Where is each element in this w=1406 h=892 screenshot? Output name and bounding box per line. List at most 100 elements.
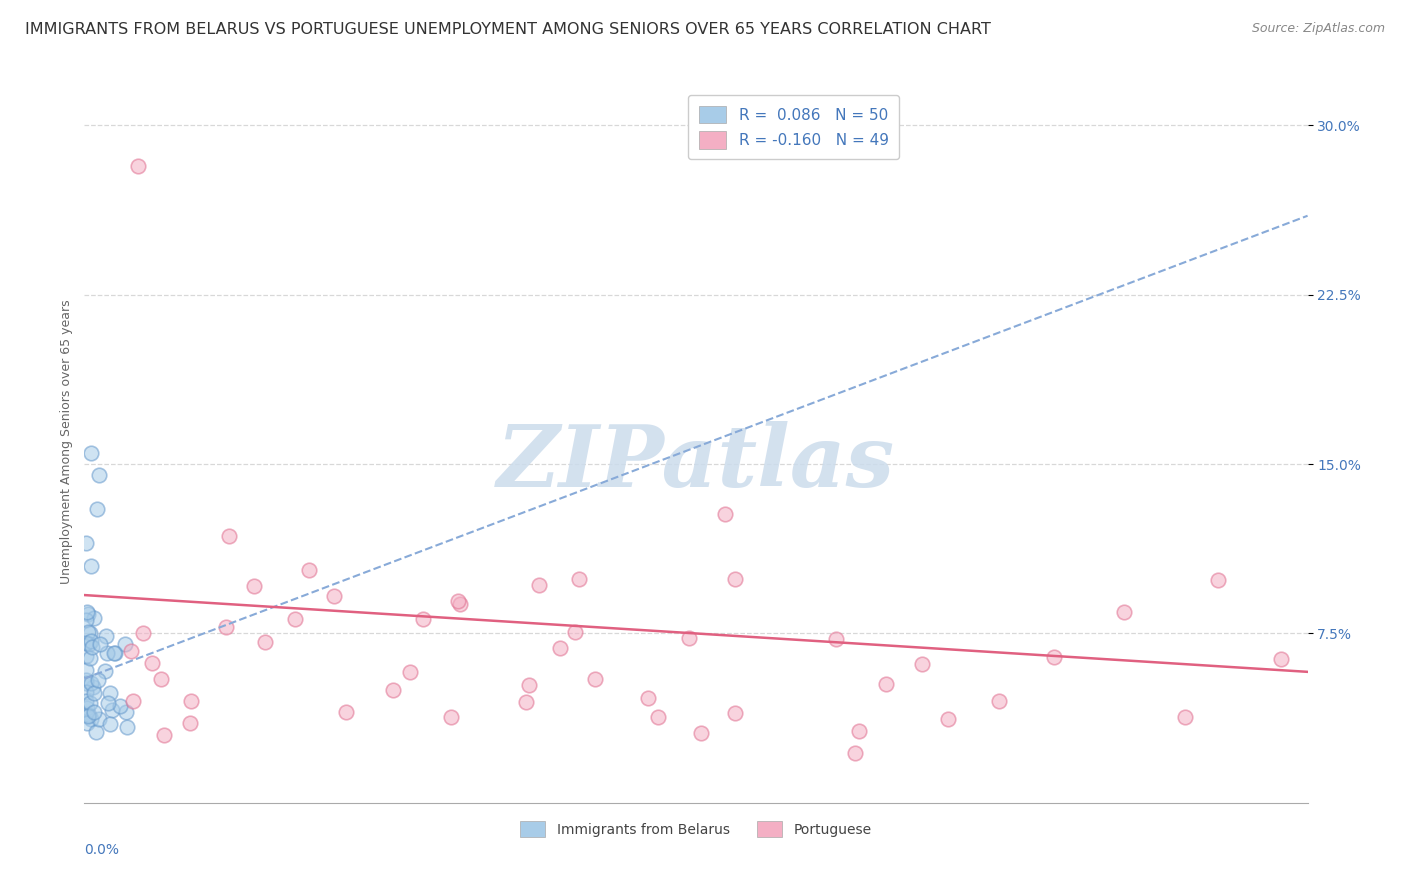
Point: [132, 625, 155, 640]
Point: [127, 159, 149, 173]
Point: [1043, 650, 1066, 665]
Point: [83, 705, 105, 719]
Point: [98, 717, 121, 731]
Point: [1270, 651, 1292, 665]
Point: [218, 529, 240, 543]
Text: Source: ZipAtlas.com: Source: ZipAtlas.com: [1251, 22, 1385, 36]
Point: [75, 613, 97, 627]
Point: [848, 723, 870, 738]
Point: [77, 709, 100, 723]
Point: [647, 710, 669, 724]
Point: [75, 694, 97, 708]
Point: [101, 703, 124, 717]
Point: [515, 695, 537, 709]
Point: [94, 664, 117, 678]
Point: [1174, 710, 1197, 724]
Point: [412, 612, 434, 626]
Point: [75, 676, 97, 690]
Point: [104, 646, 127, 660]
Point: [115, 720, 138, 734]
Point: [75, 673, 97, 687]
Point: [150, 672, 173, 686]
Point: [1112, 605, 1135, 619]
Point: [75, 636, 97, 650]
Point: [80, 640, 103, 654]
Point: [75, 664, 97, 678]
Point: [89, 712, 111, 726]
Point: [875, 676, 897, 690]
Point: [936, 712, 959, 726]
Point: [517, 678, 540, 692]
Point: [87, 468, 110, 483]
Point: [98, 686, 121, 700]
Text: IMMIGRANTS FROM BELARUS VS PORTUGUESE UNEMPLOYMENT AMONG SENIORS OVER 65 YEARS C: IMMIGRANTS FROM BELARUS VS PORTUGUESE UN…: [25, 22, 991, 37]
Point: [97, 696, 120, 710]
Point: [179, 715, 201, 730]
Point: [153, 728, 176, 742]
Point: [82, 680, 104, 694]
Point: [583, 672, 606, 686]
Point: [243, 579, 266, 593]
Point: [253, 635, 276, 649]
Y-axis label: Unemployment Among Seniors over 65 years: Unemployment Among Seniors over 65 years: [60, 299, 73, 584]
Point: [714, 507, 737, 521]
Point: [637, 690, 659, 705]
Point: [80, 633, 103, 648]
Point: [215, 620, 238, 634]
Point: [75, 536, 97, 550]
Point: [80, 676, 103, 690]
Point: [180, 694, 202, 708]
Point: [80, 712, 103, 726]
Point: [79, 626, 101, 640]
Point: [77, 637, 100, 651]
Point: [724, 706, 747, 721]
Point: [527, 577, 550, 591]
Point: [89, 637, 111, 651]
Point: [96, 629, 118, 643]
Point: [382, 682, 405, 697]
Point: [115, 705, 138, 719]
Point: [690, 726, 713, 740]
Point: [76, 716, 98, 731]
Point: [335, 706, 357, 720]
Point: [724, 572, 747, 586]
Point: [678, 631, 700, 645]
Point: [96, 647, 118, 661]
Point: [76, 607, 98, 622]
Point: [399, 665, 422, 680]
Point: [548, 640, 571, 655]
Point: [79, 651, 101, 665]
Point: [103, 646, 125, 660]
Point: [567, 572, 589, 586]
Point: [86, 502, 108, 516]
Point: [76, 606, 98, 620]
Point: [86, 673, 108, 688]
Point: [76, 701, 98, 715]
Point: [284, 612, 307, 626]
Point: [83, 611, 105, 625]
Point: [75, 685, 97, 699]
Point: [76, 624, 98, 639]
Point: [987, 694, 1010, 708]
Point: [120, 643, 142, 657]
Point: [122, 694, 145, 708]
Point: [911, 657, 934, 671]
Point: [564, 625, 586, 640]
Point: [440, 710, 463, 724]
Point: [83, 686, 105, 700]
Point: [824, 632, 846, 646]
Point: [79, 696, 101, 710]
Point: [844, 746, 866, 760]
Point: [75, 706, 97, 721]
Point: [80, 558, 103, 573]
Point: [80, 446, 103, 460]
Point: [1206, 573, 1229, 587]
Point: [323, 589, 346, 603]
Point: [77, 708, 100, 723]
Point: [447, 594, 470, 608]
Point: [298, 563, 321, 577]
Point: [110, 698, 132, 713]
Point: [114, 637, 136, 651]
Point: [84, 724, 107, 739]
Text: 0.0%: 0.0%: [84, 843, 120, 856]
